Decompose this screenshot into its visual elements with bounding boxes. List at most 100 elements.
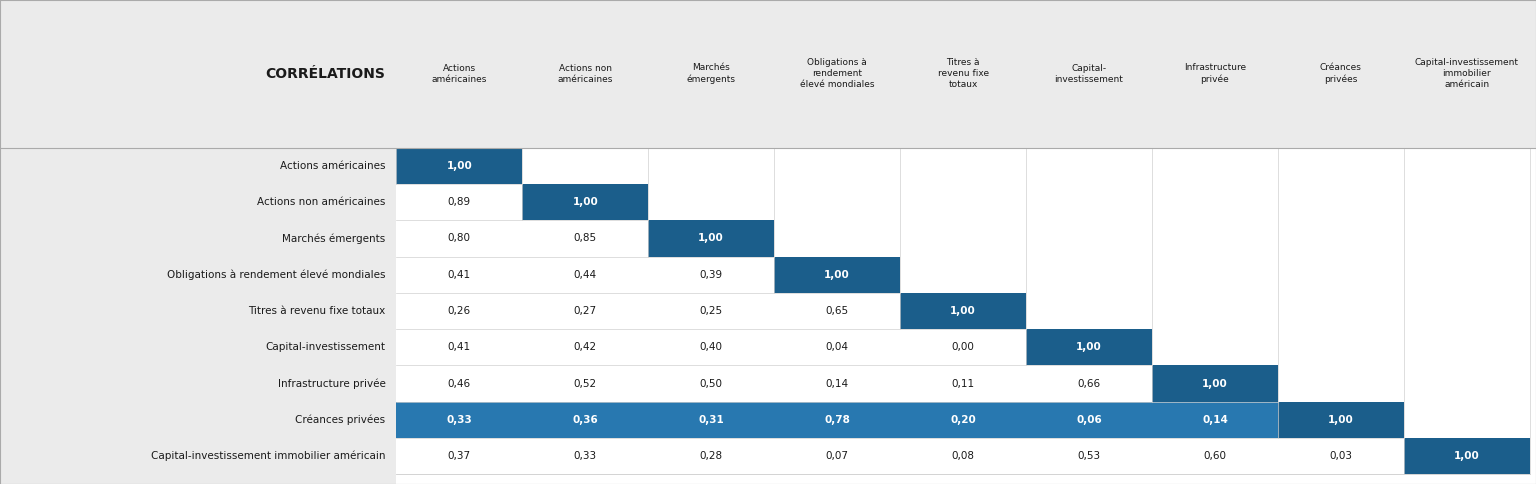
Text: 0,50: 0,50 [700, 378, 722, 389]
Text: 0,89: 0,89 [447, 197, 472, 207]
Text: CORRÉLATIONS: CORRÉLATIONS [266, 67, 386, 81]
Bar [648, 220, 774, 257]
Bar [396, 402, 522, 438]
Text: 0,11: 0,11 [951, 378, 975, 389]
Bar [522, 184, 648, 220]
Text: 0,25: 0,25 [699, 306, 723, 316]
Text: Titres à
revenu fixe
totaux: Titres à revenu fixe totaux [937, 58, 989, 90]
Text: 1,00: 1,00 [573, 197, 598, 207]
Bar [648, 293, 774, 329]
Text: 0,31: 0,31 [699, 415, 723, 425]
Bar [1026, 365, 1152, 402]
Text: 0,44: 0,44 [573, 270, 598, 280]
Text: 0,42: 0,42 [573, 342, 598, 352]
Text: 1,00: 1,00 [825, 270, 849, 280]
Bar [900, 438, 1026, 474]
Text: Infrastructure privée: Infrastructure privée [278, 378, 386, 389]
Bar [396, 438, 522, 474]
Bar [396, 220, 522, 257]
Text: 1,00: 1,00 [1329, 415, 1353, 425]
Text: 0,20: 0,20 [951, 415, 975, 425]
Text: Capital-
investissement: Capital- investissement [1055, 64, 1123, 84]
Bar [0, 0, 1536, 138]
Text: Obligations à
rendement
élevé mondiales: Obligations à rendement élevé mondiales [800, 58, 874, 90]
Text: 1,00: 1,00 [1455, 451, 1479, 461]
Bar [522, 220, 648, 257]
Text: Capital-investissement
immobilier
américain: Capital-investissement immobilier améric… [1415, 58, 1519, 90]
Text: 0,53: 0,53 [1077, 451, 1101, 461]
Text: 0,46: 0,46 [447, 378, 472, 389]
Text: 1,00: 1,00 [699, 233, 723, 243]
Bar [522, 365, 648, 402]
Text: 1,00: 1,00 [1203, 378, 1227, 389]
Bar [396, 184, 522, 220]
Text: 0,39: 0,39 [699, 270, 723, 280]
Bar [1278, 402, 1404, 438]
Text: 0,00: 0,00 [952, 342, 974, 352]
Text: 0,08: 0,08 [952, 451, 974, 461]
Text: 0,26: 0,26 [447, 306, 472, 316]
Bar [1152, 402, 1278, 438]
Bar [522, 329, 648, 365]
Bar [522, 402, 648, 438]
Text: Obligations à rendement élevé mondiales: Obligations à rendement élevé mondiales [167, 270, 386, 280]
Bar [522, 438, 648, 474]
Text: 0,60: 0,60 [1204, 451, 1226, 461]
Text: 0,14: 0,14 [1203, 415, 1227, 425]
Bar [396, 293, 522, 329]
Text: 0,41: 0,41 [447, 270, 472, 280]
Text: 0,66: 0,66 [1077, 378, 1101, 389]
Bar [0, 0, 1536, 148]
Text: Actions
américaines: Actions américaines [432, 64, 487, 84]
Bar [648, 257, 774, 293]
Text: 0,04: 0,04 [826, 342, 848, 352]
Text: 0,27: 0,27 [573, 306, 598, 316]
Text: Actions non
américaines: Actions non américaines [558, 64, 613, 84]
Text: 1,00: 1,00 [447, 161, 472, 171]
Bar [1026, 402, 1152, 438]
Text: 0,07: 0,07 [826, 451, 848, 461]
Text: Actions non américaines: Actions non américaines [257, 197, 386, 207]
Text: 0,36: 0,36 [573, 415, 598, 425]
Text: Actions américaines: Actions américaines [280, 161, 386, 171]
Text: 1,00: 1,00 [951, 306, 975, 316]
Bar [1152, 438, 1278, 474]
Text: 0,33: 0,33 [573, 451, 598, 461]
Bar [648, 365, 774, 402]
Text: Marchés émergents: Marchés émergents [283, 233, 386, 243]
Bar [900, 402, 1026, 438]
Bar [396, 148, 1530, 474]
Bar [1152, 365, 1278, 402]
Bar [1026, 438, 1152, 474]
Bar [1404, 438, 1530, 474]
Bar [774, 365, 900, 402]
Text: 0,78: 0,78 [825, 415, 849, 425]
Text: 1,00: 1,00 [1077, 342, 1101, 352]
Bar [900, 293, 1026, 329]
Text: 0,80: 0,80 [449, 233, 470, 243]
Bar [774, 293, 900, 329]
Text: 0,33: 0,33 [447, 415, 472, 425]
Bar [0, 0, 396, 484]
Text: Marchés
émergents: Marchés émergents [687, 63, 736, 84]
Bar [774, 329, 900, 365]
Bar [900, 329, 1026, 365]
Text: 0,37: 0,37 [447, 451, 472, 461]
Text: Créances privées: Créances privées [295, 415, 386, 425]
Bar [396, 257, 522, 293]
Text: 0,41: 0,41 [447, 342, 472, 352]
Text: 0,65: 0,65 [825, 306, 849, 316]
Bar [396, 148, 522, 184]
Text: 0,28: 0,28 [699, 451, 723, 461]
Text: 0,14: 0,14 [825, 378, 849, 389]
Bar [522, 257, 648, 293]
Text: 0,52: 0,52 [573, 378, 598, 389]
Bar [396, 329, 522, 365]
Bar [648, 438, 774, 474]
Text: Capital-investissement immobilier américain: Capital-investissement immobilier améric… [151, 451, 386, 461]
Bar [648, 329, 774, 365]
Text: 0,03: 0,03 [1330, 451, 1352, 461]
Bar [1278, 438, 1404, 474]
Text: Titres à revenu fixe totaux: Titres à revenu fixe totaux [249, 306, 386, 316]
Bar [1026, 329, 1152, 365]
